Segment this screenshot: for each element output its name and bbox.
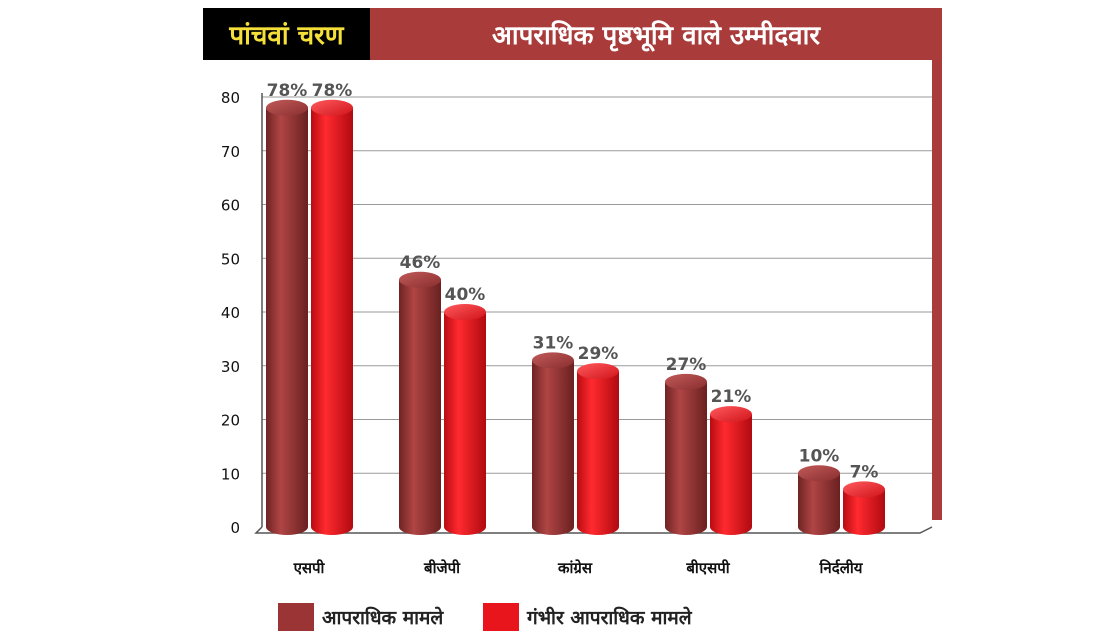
y-tick-label: 50: [221, 250, 240, 268]
bar-top: [843, 481, 885, 498]
bar-top: [266, 99, 308, 116]
y-tick-label: 40: [221, 304, 240, 322]
data-label: 78%: [312, 81, 353, 101]
data-label: 78%: [267, 81, 308, 101]
bar-top: [798, 465, 840, 482]
data-label: 29%: [578, 344, 619, 364]
bar-top: [665, 373, 707, 390]
bar-top: [311, 99, 353, 116]
legend-item-serious-criminal: गंभीर आपराधिक मामले: [483, 600, 692, 634]
category-label: बीजेपी: [423, 559, 461, 577]
bar: [311, 107, 353, 535]
category-label: बीएसपी: [685, 559, 730, 577]
y-tick-label: 70: [221, 143, 240, 161]
data-label: 21%: [711, 387, 752, 407]
bar: [577, 371, 619, 535]
data-label: 46%: [400, 253, 441, 273]
category-label: कांग्रेस: [557, 559, 593, 577]
bar: [798, 473, 840, 535]
phase-label: पांचवां चरण: [203, 8, 370, 60]
bar-top: [532, 352, 574, 369]
bar-top: [710, 406, 752, 423]
bar-top: [444, 304, 486, 320]
category-label: निर्दलीय: [819, 559, 864, 577]
data-label: 31%: [533, 333, 574, 353]
legend-swatch-criminal: [278, 603, 314, 631]
bar: [266, 107, 308, 535]
data-label: 27%: [666, 355, 707, 375]
bar: [843, 489, 885, 535]
bar-top: [399, 271, 441, 288]
data-label: 40%: [445, 285, 486, 305]
bar: [532, 360, 574, 535]
y-tick-label: 10: [221, 465, 240, 483]
legend-item-criminal: आपराधिक मामले: [278, 600, 443, 634]
bar: [665, 381, 707, 535]
data-label: 7%: [850, 462, 879, 482]
y-tick-label: 60: [221, 197, 240, 215]
category-label: एसपी: [293, 559, 326, 577]
y-tick-label: 0: [230, 519, 240, 537]
frame-border: [932, 60, 942, 520]
bar: [399, 279, 441, 535]
bar: [444, 312, 486, 535]
y-tick-label: 80: [221, 89, 240, 107]
bar-top: [577, 363, 619, 380]
legend-label-serious-criminal: गंभीर आपराधिक मामले: [527, 607, 692, 629]
y-tick-label: 30: [221, 358, 240, 376]
legend-swatch-serious-criminal: [483, 603, 519, 631]
data-label: 10%: [799, 446, 840, 466]
legend-label-criminal: आपराधिक मामले: [322, 607, 444, 629]
bar: [710, 414, 752, 535]
chart-title: आपराधिक पृष्ठभूमि वाले उम्मीदवार: [370, 8, 942, 60]
y-tick-label: 20: [221, 412, 240, 430]
